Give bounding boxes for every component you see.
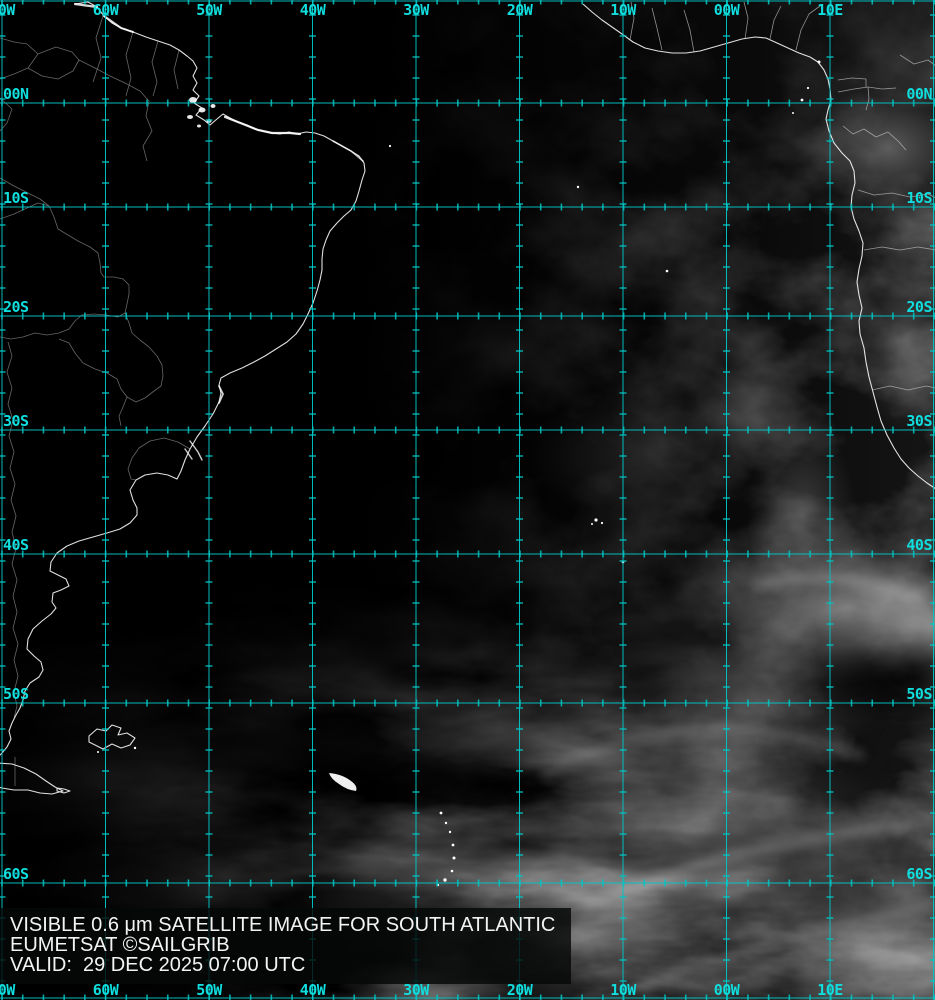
grid-label: 60W xyxy=(93,1,120,19)
grid-label: 40S xyxy=(906,536,932,554)
grid-label: 20W xyxy=(507,1,534,19)
grid-label: 40W xyxy=(300,981,327,999)
grid-label: 10W xyxy=(610,981,637,999)
tierra-del-fuego xyxy=(0,762,64,795)
grid-label: 00W xyxy=(714,1,741,19)
island-dot xyxy=(439,811,443,815)
island-dot xyxy=(600,521,604,525)
bright-coast-segments xyxy=(73,2,364,461)
grid-label: 50W xyxy=(196,1,223,19)
grid-label: 20S xyxy=(3,298,29,316)
grid-label: 30W xyxy=(403,981,430,999)
overlay-line-3: VALID: 29 DEC 2025 07:00 UTC xyxy=(10,954,306,976)
overlay-line-1: VISIBLE 0.6 μm SATELLITE IMAGE FOR SOUTH… xyxy=(10,914,556,936)
island-dot xyxy=(806,86,810,90)
cloud-streaks xyxy=(466,571,935,990)
grid-label: 10S xyxy=(3,189,29,207)
grid-label: 60W xyxy=(93,981,120,999)
island-dot xyxy=(452,856,456,860)
grid-label: 60S xyxy=(3,865,29,883)
grid-label: 50S xyxy=(3,685,29,703)
island-dot xyxy=(97,751,99,753)
amazon-delta-islands xyxy=(187,97,216,128)
island-dot xyxy=(388,144,392,148)
island-dots xyxy=(97,60,821,887)
coastline-africa xyxy=(582,3,935,489)
grid-label: 00N xyxy=(906,85,932,103)
south-georgia-island xyxy=(329,773,357,791)
island-dot xyxy=(448,830,452,834)
island-dot xyxy=(665,269,669,273)
country-borders-south-america xyxy=(0,15,191,786)
overlay-line-2: EUMETSAT ©SAILGRIB xyxy=(10,934,230,956)
grid-label: 50S xyxy=(906,685,932,703)
island-dot xyxy=(444,821,448,825)
grid-label: 10E xyxy=(817,981,843,999)
island-dot xyxy=(443,878,447,882)
staten-island xyxy=(56,787,71,794)
grid-label: 10S xyxy=(906,189,932,207)
title-overlay: VISIBLE 0.6 μm SATELLITE IMAGE FOR SOUTH… xyxy=(0,908,572,984)
island-dot xyxy=(591,523,593,525)
grid-label: 30W xyxy=(403,1,430,19)
grid-label: 70W xyxy=(0,981,16,999)
island-dot xyxy=(817,60,821,64)
grid-label: 00W xyxy=(714,981,741,999)
island-dot xyxy=(133,746,137,750)
grid-label: 60S xyxy=(906,865,932,883)
island-dot xyxy=(451,843,455,847)
island-dot xyxy=(450,869,454,873)
grid-label: 40W xyxy=(300,1,327,19)
grid-label: 10E xyxy=(817,1,843,19)
grid-label: 10W xyxy=(610,1,637,19)
grid-label: 50W xyxy=(196,981,223,999)
country-borders-africa xyxy=(629,1,935,391)
grid-label: 20S xyxy=(906,298,932,316)
island-dot xyxy=(792,112,794,114)
grid-label: 30S xyxy=(906,412,932,430)
grid-label: 30S xyxy=(3,412,29,430)
island-dot xyxy=(594,518,598,522)
grid-label: 20W xyxy=(507,981,534,999)
island-dot xyxy=(576,185,580,189)
island-dot xyxy=(800,98,804,102)
grid-label: 00N xyxy=(3,85,29,103)
grid-label: 70W xyxy=(0,1,16,19)
grid-label: 40S xyxy=(3,536,29,554)
